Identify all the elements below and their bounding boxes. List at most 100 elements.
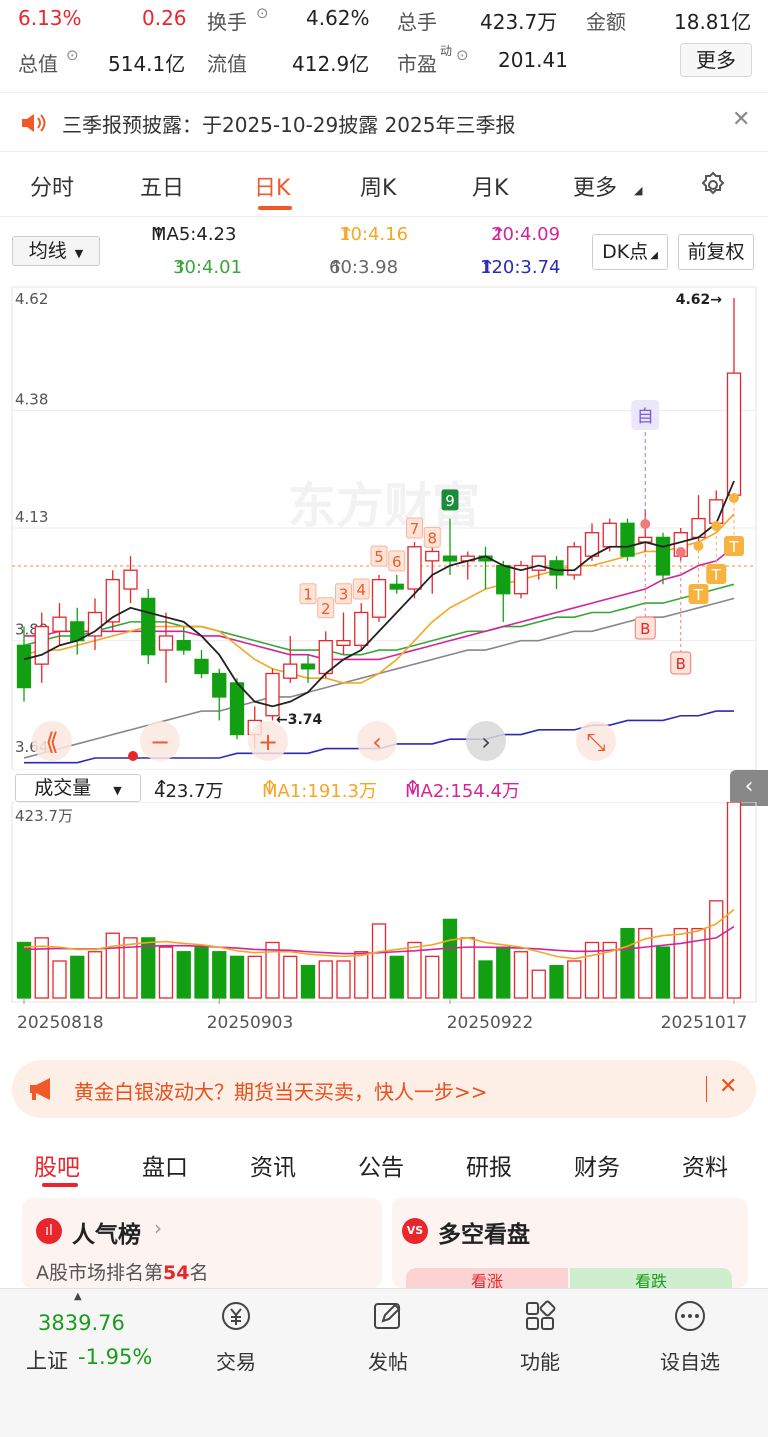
tab-forum[interactable]: 股吧 [34,1155,80,1181]
dk-marker-box [406,517,423,539]
dk-marker-box [317,597,335,619]
tab-five-day[interactable]: 五日 [140,176,185,201]
x-tick-label: 20250818 [17,1013,104,1033]
dk-sequence-marker: 4 [352,578,370,600]
low-price-label: ←3.74 [276,712,323,728]
volume-bar [638,927,653,999]
volume-frame [11,802,757,1003]
popularity-card[interactable]: ıl 人气榜 › A股市场排名第54名 [22,1198,382,1288]
tab-daily-k[interactable]: 日K [254,176,291,201]
volume-bar [371,923,387,999]
ma120-label: 120:3.74 [480,257,561,278]
futures-ad-banner[interactable]: 黄金白银波动大？期货当天买卖，快人一步>> ✕ [12,1060,756,1118]
dk-marker-label: 8 [427,529,437,547]
caret-down-icon: ◢ [650,250,658,261]
tab-financials[interactable]: 财务 [574,1155,620,1181]
bull-button[interactable]: 看涨 [406,1268,568,1288]
high-price-label: 4.62→ [676,292,723,308]
adjust-button[interactable]: 前复权 [678,234,754,270]
stats-row-2: 总值 ⊙ 514.1亿 流值 412.9亿 市盈 动 ⊙ 201.41 [0,42,768,82]
signal-dot [729,493,739,503]
tab-news[interactable]: 资讯 [250,1155,296,1181]
index-change[interactable]: -1.95% [78,1345,153,1369]
dk-sequence-marker: 8 [423,526,441,548]
candle [371,578,387,618]
candle [52,616,67,632]
volume-bar [16,941,32,999]
volume-bar [496,946,511,999]
candle [283,663,298,679]
tab-order-book[interactable]: 盘口 [142,1155,188,1181]
more-circle-icon [675,1301,705,1331]
ma5-line [23,480,735,708]
turnover-label: 换手 [207,10,247,34]
index-value[interactable]: 3839.76 [38,1311,125,1335]
step-left-icon: ‹ [372,728,382,756]
tab-more[interactable]: 更多 [573,176,618,201]
volume-bar [336,960,351,999]
active-tab-indicator [258,206,292,210]
earnings-notice[interactable]: 三季报预披露：于2025-10-29披露 2025年三季报 ✕ [0,92,768,152]
candle [34,625,49,665]
candle [105,578,120,623]
volume-chart[interactable]: 423.7万 20250818 20250903 20250922 20251017 [0,802,768,1042]
tab-research[interactable]: 研报 [466,1155,512,1181]
megaphone-icon [30,1078,50,1100]
tab-monthly-k[interactable]: 月K [472,176,509,201]
bear-button[interactable]: 看跌 [570,1268,732,1288]
zoom-in-icon: + [258,728,278,756]
turnover-value: 4.62% [306,6,370,30]
pe-superscript: 动 [440,44,453,58]
volume-bar [354,951,369,999]
candle [354,611,369,646]
nav-trade[interactable]: 交易 [186,1289,286,1375]
fullscreen-button[interactable]: ⤡ [576,721,616,761]
volume-bar [709,900,724,999]
nav-functions[interactable]: 功能 [490,1289,590,1375]
dk-marker-label: 3 [339,586,349,604]
volume-selector[interactable]: 成交量 ▼ [15,774,141,802]
dk-marker-box [352,578,370,600]
caret-up-icon: ▲ [74,1291,82,1302]
info-icon[interactable]: ⊙ [66,46,79,64]
x-tick-label: 20250903 [207,1013,294,1033]
index-name[interactable]: 上证 [26,1349,68,1373]
collapse-panel-button[interactable]: ‹ [730,770,768,806]
dk-marker-box [388,550,406,572]
active-tab-indicator [42,1183,78,1187]
volume-bar [567,960,582,999]
info-icon[interactable]: ⊙ [456,46,469,64]
candle [531,555,546,571]
caret-down-icon: ▼ [74,247,84,260]
close-icon[interactable]: ✕ [719,1074,738,1099]
scroll-left-button[interactable]: ⟪ [32,721,72,761]
tab-intraday[interactable]: 分时 [30,176,75,201]
more-stats-button[interactable]: 更多 [680,43,752,77]
zoom-in-button[interactable]: + [248,721,288,761]
zoom-out-button[interactable]: − [140,721,180,761]
nav-post[interactable]: 发帖 [338,1289,438,1375]
pe-value: 201.41 [498,48,568,72]
x-tick-label: 20250922 [447,1013,534,1033]
dk-point-button[interactable]: DK点 ◢ [592,234,668,270]
volume-bar [602,941,617,999]
tab-announcements[interactable]: 公告 [358,1155,404,1181]
close-icon[interactable]: ✕ [732,107,751,132]
step-left-button[interactable]: ‹ [357,721,397,761]
info-icon[interactable]: ⊙ [256,4,269,22]
nav-add-watchlist[interactable]: 设自选 [640,1289,740,1375]
ad-text: 黄金白银波动大？期货当天买卖，快人一步>> [74,1080,488,1104]
tab-weekly-k[interactable]: 周K [360,176,397,201]
scroll-left-icon: ⟪ [45,728,58,756]
signal-dot [693,541,704,551]
control-circle [466,721,506,761]
step-right-button[interactable]: › [466,721,506,761]
gear-icon[interactable] [698,170,728,200]
tab-profile[interactable]: 资料 [682,1155,728,1181]
candle [318,640,333,675]
candle [212,672,227,698]
bull-bear-card[interactable]: VS 多空看盘 看涨 看跌 [392,1198,748,1288]
indicator-selector[interactable]: 均线 ▼ [12,236,100,266]
candle [87,611,103,637]
